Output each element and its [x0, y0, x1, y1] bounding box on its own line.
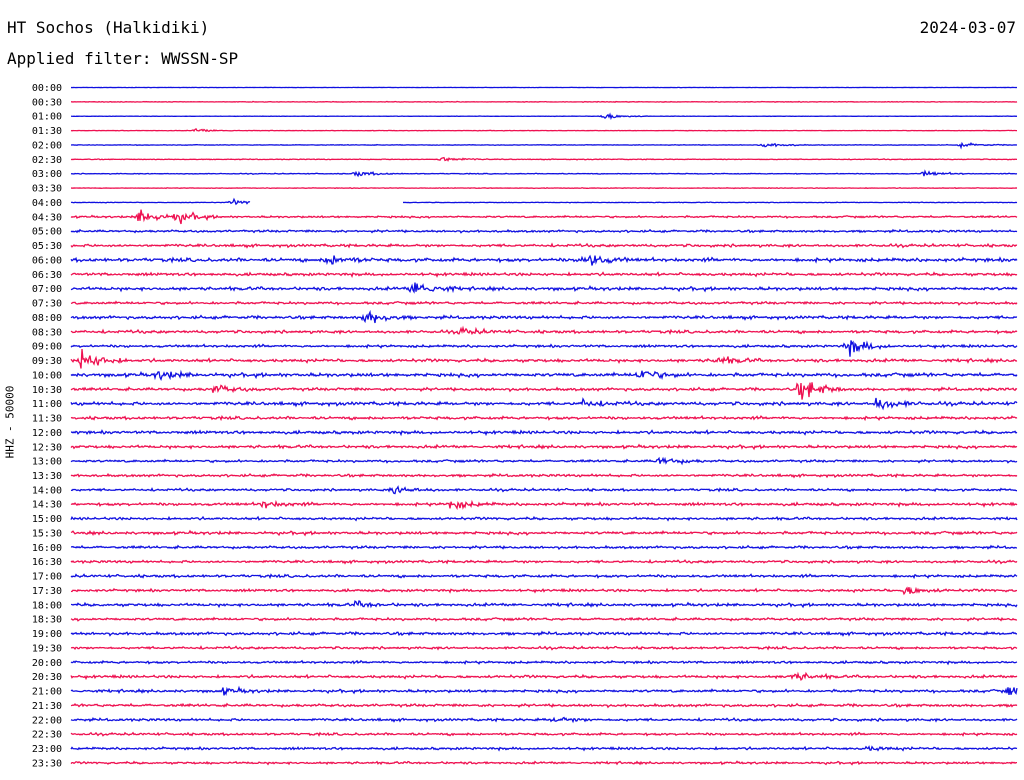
trace-time-label: 05:30 — [32, 241, 62, 252]
trace-time-label: 10:00 — [32, 370, 62, 381]
seismic-trace — [70, 760, 1018, 766]
seismic-trace — [70, 325, 1018, 336]
trace-time-label: 06:30 — [32, 270, 62, 281]
seismic-trace — [70, 558, 1018, 565]
trace-time-label: 17:00 — [32, 572, 62, 583]
seismic-trace — [70, 209, 1018, 225]
seismic-trace — [70, 397, 1018, 411]
trace-time-label: 11:30 — [32, 414, 62, 425]
seismic-trace — [70, 197, 1018, 206]
seismic-trace — [70, 630, 1018, 637]
seismic-trace — [70, 616, 1018, 622]
seismic-trace — [70, 271, 1018, 278]
trace-time-label: 16:00 — [32, 543, 62, 554]
trace-time-label: 21:30 — [32, 701, 62, 712]
trace-time-label: 21:00 — [32, 687, 62, 698]
trace-time-label: 15:00 — [32, 514, 62, 525]
seismic-trace — [70, 254, 1018, 266]
seismic-trace — [70, 186, 1018, 190]
trace-time-label: 13:30 — [32, 471, 62, 482]
trace-time-label: 19:30 — [32, 643, 62, 654]
trace-time-label: 04:00 — [32, 198, 62, 209]
trace-time-label: 18:30 — [32, 615, 62, 626]
seismic-trace — [70, 414, 1018, 422]
trace-time-label: 23:30 — [32, 758, 62, 769]
seismic-trace — [70, 745, 1018, 752]
trace-time-label: 04:30 — [32, 212, 62, 223]
trace-time-label: 08:30 — [32, 327, 62, 338]
station-title: HT Sochos (Halkidiki) — [7, 18, 210, 37]
trace-time-label: 15:30 — [32, 528, 62, 539]
seismic-trace — [70, 716, 1018, 724]
seismic-trace — [70, 472, 1018, 479]
trace-time-label: 20:00 — [32, 658, 62, 669]
seismic-trace — [70, 456, 1018, 466]
trace-time-label: 05:00 — [32, 227, 62, 238]
seismic-trace — [70, 702, 1018, 709]
plot-date: 2024-03-07 — [919, 18, 1016, 37]
trace-time-label: 02:00 — [32, 140, 62, 151]
trace-time-label: 02:30 — [32, 155, 62, 166]
trace-time-label: 14:00 — [32, 485, 62, 496]
trace-time-label: 03:30 — [32, 184, 62, 195]
trace-time-label: 01:00 — [32, 112, 62, 123]
trace-time-label: 17:30 — [32, 586, 62, 597]
seismic-trace — [70, 573, 1018, 580]
seismic-trace — [70, 242, 1018, 249]
seismic-trace — [70, 671, 1018, 682]
trace-time-label: 18:00 — [32, 600, 62, 611]
seismic-trace — [70, 369, 1018, 381]
trace-time-label: 22:30 — [32, 730, 62, 741]
trace-time-label: 08:00 — [32, 313, 62, 324]
seismic-trace — [70, 156, 1018, 162]
trace-time-label: 23:00 — [32, 744, 62, 755]
trace-time-label: 10:30 — [32, 385, 62, 396]
seismic-trace — [70, 659, 1018, 666]
trace-time-label: 01:30 — [32, 126, 62, 137]
trace-time-label: 00:30 — [32, 97, 62, 108]
seismic-trace — [70, 529, 1018, 537]
trace-time-label: 20:30 — [32, 672, 62, 683]
seismic-trace — [70, 382, 1018, 400]
trace-time-label: 03:00 — [32, 169, 62, 180]
seismic-trace — [70, 112, 1018, 121]
seismic-trace — [70, 169, 1018, 178]
trace-time-label: 09:30 — [32, 356, 62, 367]
trace-time-label: 06:00 — [32, 255, 62, 266]
trace-time-label: 00:00 — [32, 83, 62, 94]
seismic-trace — [70, 300, 1018, 306]
seismic-trace — [70, 544, 1018, 551]
trace-time-label: 16:30 — [32, 557, 62, 568]
seismic-trace — [70, 228, 1018, 234]
seismic-trace — [70, 141, 1018, 150]
trace-time-label: 09:00 — [32, 342, 62, 353]
seismic-trace — [70, 429, 1018, 437]
seismic-trace — [70, 731, 1018, 737]
seismic-trace — [70, 600, 1018, 609]
seismic-trace — [70, 443, 1018, 451]
trace-time-label: 11:00 — [32, 399, 62, 410]
filter-label: Applied filter: WWSSN-SP — [7, 49, 239, 68]
trace-time-label: 19:00 — [32, 629, 62, 640]
seismic-trace — [70, 128, 1018, 133]
seismic-trace — [70, 685, 1018, 696]
trace-time-label: 07:00 — [32, 284, 62, 295]
seismic-trace — [70, 100, 1018, 104]
seismic-trace — [70, 340, 1018, 357]
trace-time-label: 07:30 — [32, 299, 62, 310]
seismic-trace — [70, 586, 1018, 596]
trace-time-label: 22:00 — [32, 715, 62, 726]
seismic-trace — [70, 485, 1018, 495]
seismic-trace — [70, 309, 1018, 324]
seismic-trace — [70, 499, 1018, 511]
trace-time-label: 14:30 — [32, 500, 62, 511]
trace-time-label: 12:30 — [32, 442, 62, 453]
seismic-trace — [70, 515, 1018, 522]
seismic-trace — [70, 348, 1018, 369]
seismic-trace — [70, 282, 1018, 294]
trace-time-label: 12:00 — [32, 428, 62, 439]
trace-time-label: 13:00 — [32, 457, 62, 468]
seismic-trace — [70, 645, 1018, 651]
